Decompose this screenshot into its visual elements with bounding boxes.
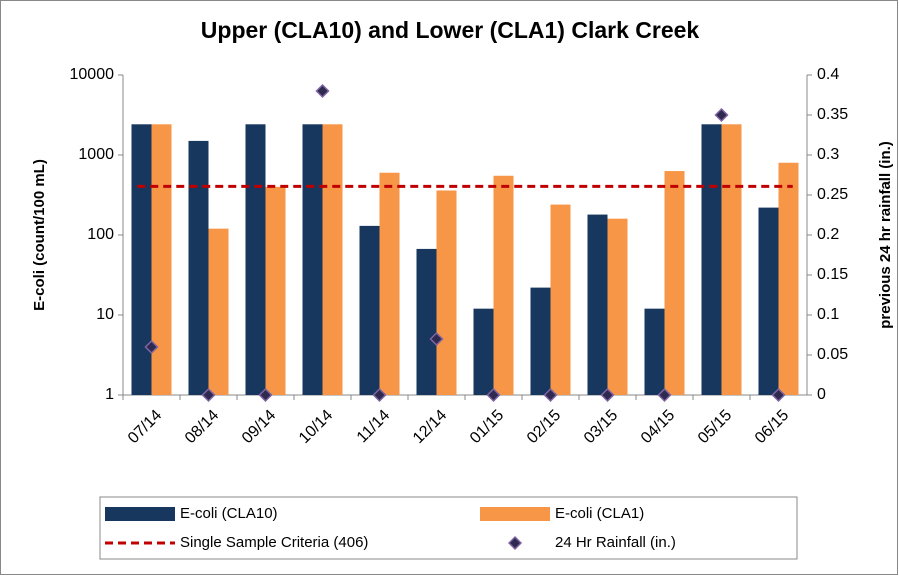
bar: [493, 175, 514, 395]
y-tick-label: 1: [105, 386, 114, 403]
rainfall-marker: [543, 387, 558, 403]
bar: [131, 124, 152, 395]
legend-label: 24 Hr Rainfall (in.): [555, 534, 676, 551]
y2-axis-title: previous 24 hr rainfall (in.): [877, 141, 894, 329]
bar: [587, 214, 608, 395]
rainfall-marker: [714, 107, 729, 123]
y2-tick-label: 0.2: [817, 226, 839, 243]
y-tick-label: 100: [87, 226, 114, 243]
y-tick-label: 10000: [70, 66, 115, 83]
rainfall-marker: [657, 387, 672, 403]
bar: [721, 124, 742, 395]
y-axis-title: E-coli (count/100 mL): [31, 159, 48, 311]
y-tick-label: 10: [96, 306, 114, 323]
legend-label: E-coli (CLA1): [555, 505, 644, 522]
legend-swatch: [480, 507, 550, 521]
bar: [359, 225, 380, 395]
rainfall-marker: [600, 387, 615, 403]
bar: [302, 124, 323, 395]
y2-tick-label: 0: [817, 386, 826, 403]
rainfall-marker: [201, 387, 216, 403]
y2-tick-label: 0.4: [817, 66, 839, 83]
rainfall-marker: [486, 387, 501, 403]
legend-swatch: [105, 507, 175, 521]
bar: [607, 218, 628, 395]
y2-tick-label: 0.25: [817, 186, 848, 203]
bar: [265, 186, 286, 395]
y2-tick-label: 0.05: [817, 346, 848, 363]
rainfall-marker: [771, 387, 786, 403]
y2-tick-label: 0.3: [817, 146, 839, 163]
bar: [151, 124, 172, 395]
bar: [436, 190, 457, 395]
y2-tick-label: 0.15: [817, 266, 848, 283]
bar: [379, 172, 400, 395]
bar: [550, 204, 571, 395]
bar: [758, 207, 779, 395]
legend-box: [99, 496, 798, 560]
bar: [188, 140, 209, 395]
bar: [644, 308, 665, 395]
legend-swatch: [507, 535, 523, 551]
bar: [416, 248, 437, 395]
legend-label: E-coli (CLA10): [180, 505, 278, 522]
bar: [208, 228, 229, 395]
rainfall-marker: [372, 387, 387, 403]
bar: [322, 124, 343, 395]
rainfall-marker: [144, 339, 159, 355]
bar: [530, 287, 551, 395]
y2-tick-label: 0.1: [817, 306, 839, 323]
y2-tick-label: 0.35: [817, 106, 848, 123]
rainfall-marker: [429, 331, 444, 347]
bar: [778, 162, 799, 395]
y-tick-label: 1000: [78, 146, 114, 163]
bar: [473, 308, 494, 395]
rainfall-marker: [315, 83, 330, 99]
bar: [245, 124, 266, 395]
bar: [664, 171, 685, 395]
legend-label: Single Sample Criteria (406): [180, 534, 368, 551]
chart-title: Upper (CLA10) and Lower (CLA1) Clark Cre…: [201, 17, 700, 43]
bar: [701, 124, 722, 395]
rainfall-marker: [258, 387, 273, 403]
